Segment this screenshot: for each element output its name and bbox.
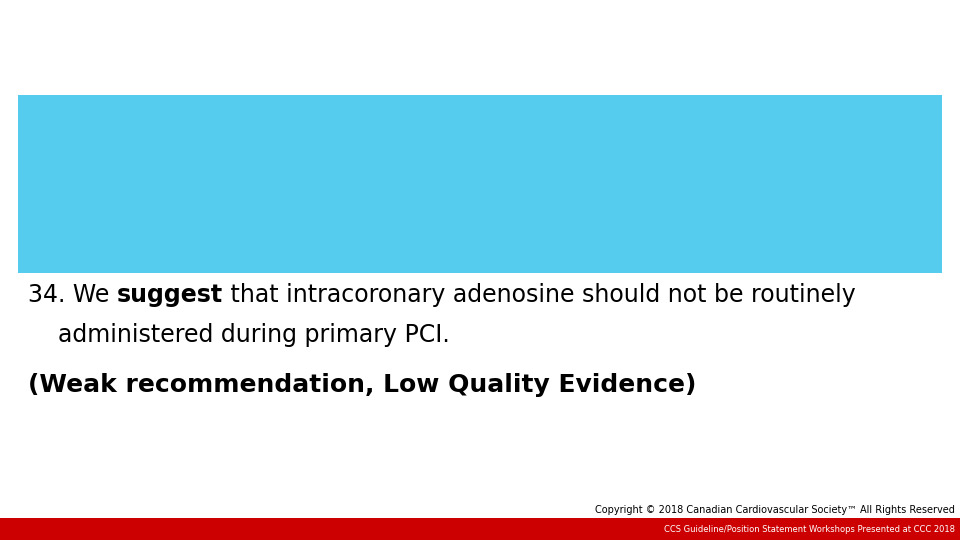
Text: CCS Guideline/Position Statement Workshops Presented at CCC 2018: CCS Guideline/Position Statement Worksho… <box>664 524 955 534</box>
Text: (Weak recommendation, Low Quality Evidence): (Weak recommendation, Low Quality Eviden… <box>28 373 696 397</box>
Text: Copyright © 2018 Canadian Cardiovascular Society™ All Rights Reserved: Copyright © 2018 Canadian Cardiovascular… <box>595 505 955 515</box>
Text: 34. We: 34. We <box>28 283 117 307</box>
Text: suggest: suggest <box>117 283 223 307</box>
Bar <box>18 95 942 273</box>
Text: administered during primary PCI.: administered during primary PCI. <box>28 323 449 347</box>
Text: that intracoronary adenosine should not be routinely: that intracoronary adenosine should not … <box>223 283 855 307</box>
Bar <box>0 518 960 540</box>
